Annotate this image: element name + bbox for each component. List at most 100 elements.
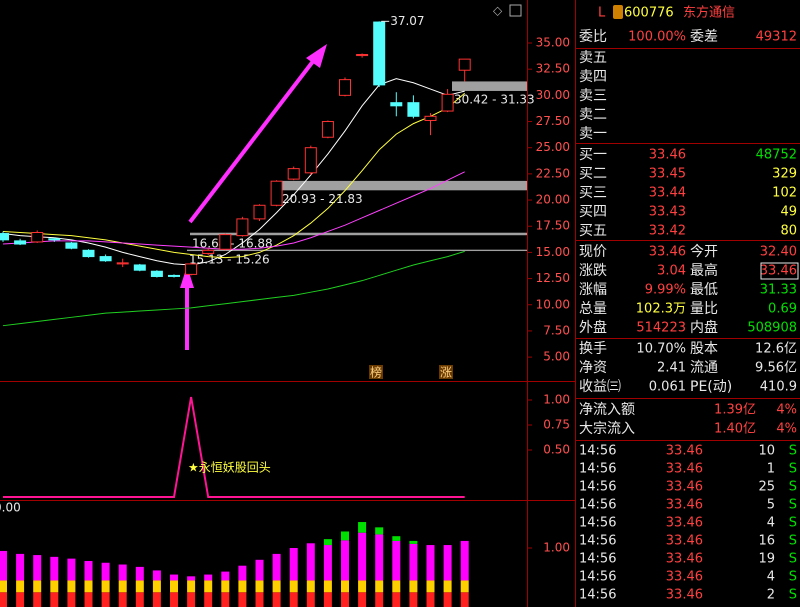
moving-average: [2, 171, 465, 250]
volume-segment: [187, 576, 196, 581]
panel-text: 买五: [579, 223, 607, 239]
panel-text: S: [789, 552, 797, 567]
volume-segment: [375, 534, 384, 581]
volume-segment: [101, 562, 110, 581]
volume-segment: [375, 527, 384, 535]
volume-segment: [358, 592, 367, 607]
icon[interactable]: ◇: [493, 4, 503, 18]
candle-body: [458, 58, 471, 71]
icon[interactable]: [509, 4, 522, 17]
panel-text: 4%: [776, 422, 797, 437]
y-tick-label: 7.50: [543, 323, 570, 337]
volume-segment: [238, 592, 247, 607]
panel-text: 49: [780, 205, 797, 220]
volume-segment: [460, 592, 469, 607]
tag: 涨: [440, 365, 452, 380]
panel-text: 净资: [579, 360, 607, 376]
volume-segment: [392, 580, 401, 593]
panel-text: 0.69: [768, 302, 797, 317]
panel-text: 102.3万: [636, 302, 686, 317]
panel-text: 14:56: [579, 480, 616, 495]
panel-text: 33.42: [649, 224, 686, 239]
candle-body: [202, 249, 215, 254]
volume-segment: [67, 580, 76, 593]
panel-text: 3.04: [657, 264, 686, 279]
panel-text: 2.41: [657, 361, 686, 376]
candle-body: [31, 232, 44, 243]
panel-text: 大宗流入: [579, 421, 635, 437]
panel-text: 量比: [690, 301, 718, 317]
panel-text: 今开: [690, 244, 718, 260]
panel-text: L: [598, 6, 606, 21]
panel-text: 14:56: [579, 552, 616, 567]
volume-segment: [238, 565, 247, 581]
panel-text: 买三: [579, 185, 607, 201]
panel-text: 31.33: [760, 283, 797, 298]
panel-text: 33.46: [666, 498, 703, 513]
panel-text: 19: [758, 552, 775, 567]
volume-segment: [135, 566, 144, 581]
candle-body: [185, 263, 198, 275]
panel-text: 410.9: [760, 380, 797, 395]
candle-body: [424, 115, 437, 121]
y-tick-label: 12.50: [536, 271, 570, 285]
volume-segment: [152, 592, 161, 607]
panel-text: 49312: [756, 30, 797, 45]
volume-segment: [409, 540, 418, 544]
volume-segment: [135, 580, 144, 593]
tag-bg: [439, 365, 453, 379]
volume-segment: [204, 592, 213, 607]
volume-segment: [221, 580, 230, 593]
volume-segment: [118, 592, 127, 607]
volume-segment: [272, 580, 281, 593]
arrow: [188, 58, 316, 224]
volume-segment: [84, 580, 93, 593]
volume-segment: [409, 580, 418, 593]
panel-text: 1: [767, 462, 775, 477]
panel-text: 总量: [579, 301, 607, 317]
volume-segment: [392, 536, 401, 541]
zone: [280, 180, 527, 191]
y-tick-label: 10.00: [536, 297, 570, 311]
volume-segment: [323, 580, 332, 593]
panel-text: 最低: [690, 282, 718, 298]
panel-text: 10.70%: [636, 342, 686, 357]
panel-text: 涨跌: [579, 263, 607, 279]
panel-text: 1.40亿: [714, 422, 756, 437]
y-tick-label: 27.50: [536, 114, 570, 128]
volume-segment: [341, 592, 349, 607]
volume-segment: [443, 545, 452, 581]
volume-segment: [187, 580, 196, 593]
volume-segment: [392, 592, 401, 607]
volume-segment: [409, 592, 418, 607]
volume-segment: [67, 558, 76, 581]
volume-segment: [0, 580, 7, 593]
volume-segment: [33, 592, 42, 607]
panel-text: 卖一: [579, 126, 607, 142]
panel-text: S: [789, 462, 797, 477]
y-tick-label: 0.50: [543, 443, 570, 457]
pane-label: 0.00: [0, 501, 21, 515]
volume-segment: [221, 592, 230, 607]
zone: [190, 232, 527, 236]
panel-text: 33.46: [666, 444, 703, 459]
panel-text: 卖二: [579, 107, 607, 123]
volume-segment: [170, 580, 178, 593]
zone-label: 20.93 - 21.83: [282, 192, 363, 206]
y-tick-label: 5.00: [543, 350, 570, 364]
panel-text: 14:56: [579, 516, 616, 531]
volume-segment: [272, 592, 281, 607]
panel-text: 5: [767, 498, 775, 513]
candle-body: [407, 102, 420, 117]
volume-segment: [289, 548, 298, 581]
panel-text: 4: [767, 570, 775, 585]
volume-segment: [152, 580, 161, 593]
volume-segment: [272, 553, 281, 581]
moving-average: [2, 250, 465, 327]
tag: 榜: [370, 365, 382, 380]
volume-segment: [443, 580, 452, 593]
volume-segment: [221, 571, 230, 581]
volume-segment: [341, 531, 349, 541]
